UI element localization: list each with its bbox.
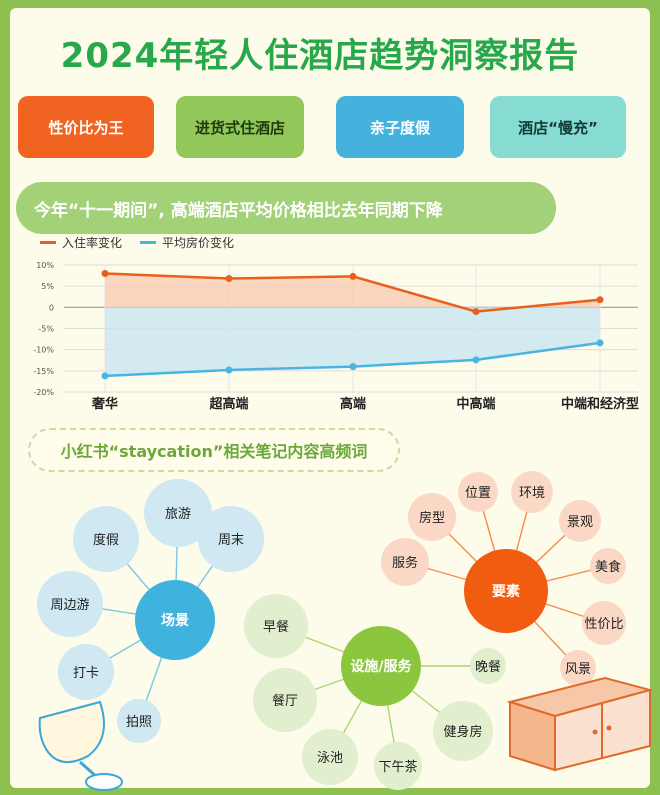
occupancy-point [101, 269, 109, 277]
word-bubble [198, 506, 264, 572]
word-label: 度假 [93, 532, 119, 548]
legend-price-swatch [140, 241, 156, 244]
word-bubble [381, 538, 429, 586]
occupancy-point [349, 272, 357, 280]
word-label: 旅游 [165, 507, 191, 522]
word-label: 周边游 [50, 598, 89, 613]
tag-hotel-recharge: 酒店“慢充” [490, 96, 626, 158]
x-tick-label: 超高端 [209, 396, 248, 412]
word-label: 景观 [567, 515, 593, 530]
chart-banner: 今年“十一期间”, 高端酒店平均价格相比去年同期下降 [16, 182, 556, 234]
word-label: 房型 [419, 510, 445, 526]
x-tick-label: 奢华 [91, 396, 118, 412]
price-point [101, 372, 109, 380]
word-label: 风景 [565, 662, 591, 677]
word-bubble [560, 650, 596, 686]
tag-stock-up-stay: 进货式住酒店 [176, 96, 304, 158]
word-label: 周末 [218, 533, 244, 548]
word-bubble [37, 571, 103, 637]
center-label: 要素 [492, 583, 520, 600]
word-bubble [408, 493, 456, 541]
y-tick-label: -5% [38, 325, 54, 334]
legend-occupancy-swatch [40, 241, 56, 244]
word-bubble [302, 729, 358, 785]
word-label: 美食 [595, 559, 621, 575]
word-label: 性价比 [584, 617, 623, 632]
y-tick-label: -20% [33, 388, 54, 397]
tag-family-vacation: 亲子度假 [336, 96, 464, 158]
word-bubble [253, 668, 317, 732]
word-label: 健身房 [443, 724, 482, 740]
word-label: 餐厅 [272, 693, 298, 709]
x-tick-label: 中端和经济型 [561, 396, 639, 412]
legend-price-label: 平均房价变化 [162, 236, 235, 250]
price-point [225, 366, 233, 374]
word-bubble [73, 506, 139, 572]
x-tick-label: 中高端 [456, 396, 495, 412]
price-point [472, 356, 480, 364]
glass-bowl [38, 700, 105, 763]
word-label: 打卡 [73, 666, 99, 681]
y-tick-label: 5% [41, 282, 54, 291]
word-bubble [458, 472, 498, 512]
word-bubble [244, 594, 308, 658]
center-bubble [135, 580, 215, 660]
word-label: 晚餐 [475, 659, 501, 675]
glass-base [85, 773, 123, 791]
word-bubble [374, 742, 422, 790]
word-bubble [470, 648, 506, 684]
y-tick-label: 10% [36, 261, 54, 270]
y-tick-label: 0 [49, 303, 54, 312]
word-label: 下午茶 [378, 759, 417, 775]
center-label: 场景 [161, 613, 189, 629]
word-label: 早餐 [263, 619, 289, 635]
word-bubble [117, 699, 161, 743]
line-chart: 10% 5% 0 -5% -10% -15% -20% 奢华 超高端 高端 中高端 中端和经济型 [33, 261, 639, 412]
legend-price: 平均房价变化 [140, 234, 234, 251]
occupancy-area [105, 273, 600, 312]
word-bubble [511, 471, 553, 513]
wordcloud-heading: 小红书“staycation”相关笔记内容高频词 [28, 428, 400, 472]
cabinet-knob [606, 725, 612, 731]
word-label: 环境 [519, 486, 545, 501]
tag-value-for-money: 性价比为王 [18, 96, 154, 158]
word-label: 服务 [392, 555, 418, 571]
center-label: 设施/服务 [350, 658, 412, 675]
wine-glass-icon [38, 700, 123, 791]
cabinet-knob [592, 729, 598, 735]
y-tick-label: -10% [33, 346, 54, 355]
word-bubble [144, 479, 212, 547]
legend-occupancy: 入住率变化 [40, 234, 122, 251]
y-tick-label: -15% [33, 367, 54, 376]
center-bubble [464, 549, 548, 633]
legend-occupancy-label: 入住率变化 [62, 236, 123, 250]
occupancy-point [472, 308, 480, 316]
price-point [349, 363, 357, 371]
word-label: 位置 [465, 486, 491, 501]
occupancy-point [225, 275, 233, 283]
cabinet-icon [506, 676, 654, 772]
word-bubble [58, 644, 114, 700]
x-tick-label: 高端 [340, 396, 366, 412]
occupancy-point [596, 296, 604, 304]
report-title: 2024年轻人住酒店趋势洞察报告 [60, 36, 580, 76]
word-label: 泳池 [317, 751, 343, 766]
word-bubble [582, 601, 626, 645]
word-bubble [433, 701, 493, 761]
word-bubble [590, 548, 626, 584]
word-bubble [559, 500, 601, 542]
center-bubble [341, 626, 421, 706]
price-point [596, 339, 604, 347]
word-label: 拍照 [126, 715, 152, 730]
